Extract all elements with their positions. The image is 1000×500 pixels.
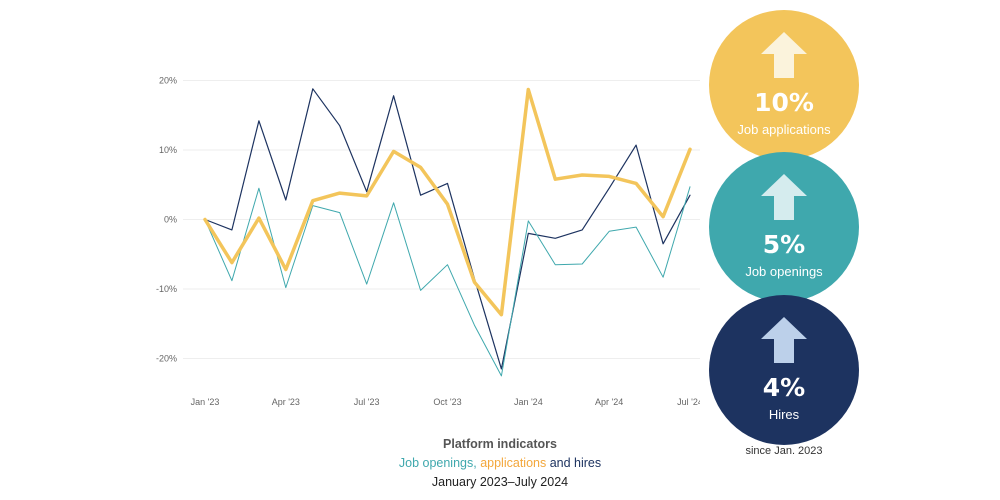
line-chart: 20% 10% 0% -10% -20% Jan '23 Apr '23 Jul '23 Oc…	[156, 76, 700, 407]
x-tick-label: Jul '23	[354, 397, 380, 407]
series-line-job-applications	[203, 87, 692, 317]
arrow-up-icon	[761, 174, 807, 220]
y-tick-label: 0%	[164, 215, 177, 225]
x-tick-label: Jan '24	[514, 397, 543, 407]
series-line-job-openings	[204, 186, 691, 377]
chart-title: Platform indicators	[443, 437, 557, 451]
x-tick-label: Jan '23	[191, 397, 220, 407]
y-tick-label: 10%	[159, 145, 177, 155]
stat-hires: 4% Hires	[709, 295, 859, 445]
x-tick-label: Apr '24	[595, 397, 623, 407]
stat-job-openings: 5% Job openings	[709, 152, 859, 302]
series-line-hires	[204, 88, 691, 370]
stat-label: Job applications	[737, 122, 831, 137]
subtitle-openings: Job openings	[398, 456, 474, 470]
series-lines	[203, 87, 692, 377]
stat-label: Job openings	[745, 264, 823, 279]
x-tick-label: Apr '23	[272, 397, 300, 407]
stat-job-applications: 10% Job applications	[709, 10, 859, 160]
subtitle-hires: hires	[574, 456, 602, 470]
stat-value: 4%	[762, 373, 806, 402]
stat-value: 5%	[762, 230, 806, 259]
chart-date-range: January 2023–July 2024	[431, 475, 569, 489]
y-axis-ticks: 20% 10% 0% -10% -20%	[156, 76, 177, 364]
stats-caption: since Jan. 2023	[745, 445, 823, 457]
y-tick-label: 20%	[159, 76, 177, 86]
x-tick-label: Oct '23	[433, 397, 461, 407]
arrow-up-icon	[761, 32, 807, 78]
y-tick-label: -10%	[156, 284, 177, 294]
subtitle-and: and	[546, 456, 575, 470]
x-axis-ticks: Jan '23 Apr '23 Jul '23 Oct '23 Jan '24 Apr '…	[191, 397, 700, 407]
x-tick-label: Jul '24	[677, 397, 700, 407]
subtitle-separator: ,	[473, 456, 481, 470]
arrow-up-icon	[761, 317, 807, 363]
stat-value: 10%	[754, 88, 814, 117]
subtitle-applications: applications	[480, 456, 547, 470]
stat-label: Hires	[768, 407, 800, 422]
chart-subtitle: Job openings, applications and hires	[300, 456, 700, 470]
y-tick-label: -20%	[156, 354, 177, 364]
